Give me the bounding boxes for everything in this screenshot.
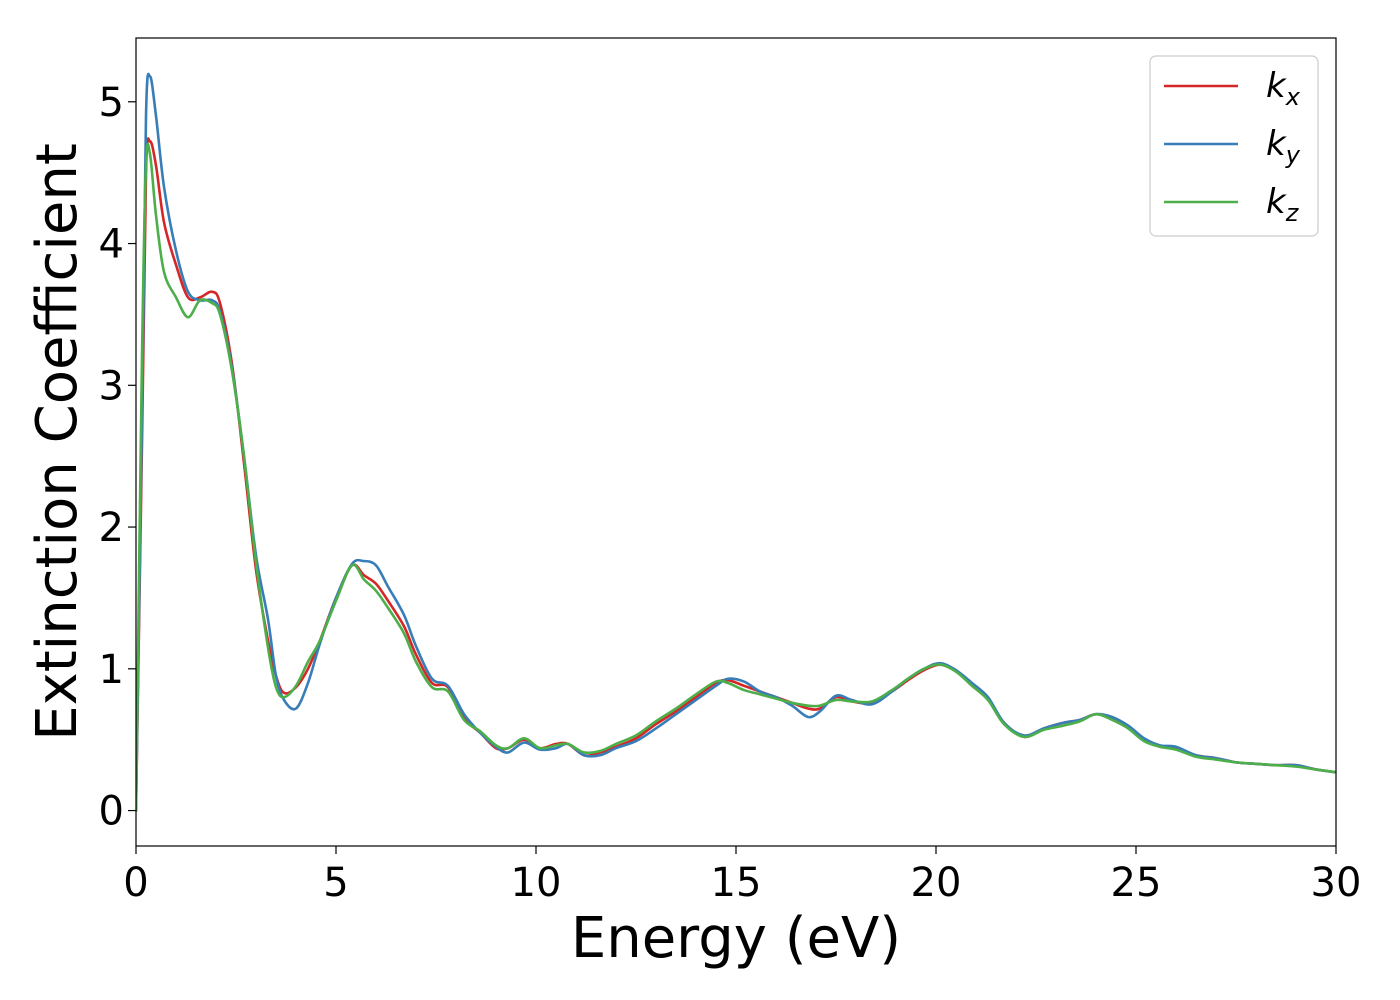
legend-box: [1149, 55, 1319, 237]
legend-label-base: k: [1266, 182, 1287, 222]
x-axis-title: Energy (eV): [571, 906, 901, 971]
x-tick-label: 10: [511, 860, 562, 906]
x-tick-label: 30: [1311, 860, 1362, 906]
y-axis-title: Extinction Coefficient: [25, 143, 90, 741]
legend-label-subscript: z: [1285, 199, 1300, 227]
legend-label-subscript: x: [1285, 83, 1301, 111]
y-tick-label: 2: [99, 505, 124, 551]
x-tick-label: 5: [323, 860, 348, 906]
legend-label-subscript: y: [1285, 141, 1301, 169]
legend-label-y: ky: [1266, 124, 1301, 169]
x-tick-label: 25: [1111, 860, 1162, 906]
y-tick-label: 4: [99, 222, 124, 268]
x-axis-ticks: 0 5 10 15 20 25 30: [123, 846, 1361, 906]
legend-label-base: k: [1266, 66, 1287, 106]
series-line-z: [136, 142, 1336, 812]
y-tick-label: 0: [99, 789, 124, 835]
x-tick-label: 0: [123, 860, 148, 906]
legend-label-base: k: [1266, 124, 1287, 164]
y-tick-label: 1: [99, 647, 124, 693]
legend-label-x: kx: [1266, 66, 1301, 111]
x-tick-label: 20: [911, 860, 962, 906]
y-tick-label: 5: [99, 80, 124, 126]
x-tick-label: 15: [711, 860, 762, 906]
series-lines: [136, 72, 1336, 812]
y-tick-label: 3: [99, 363, 124, 409]
legend-label-z: kz: [1266, 182, 1300, 227]
y-axis-ticks: 0 1 2 3 4 5: [99, 80, 136, 835]
